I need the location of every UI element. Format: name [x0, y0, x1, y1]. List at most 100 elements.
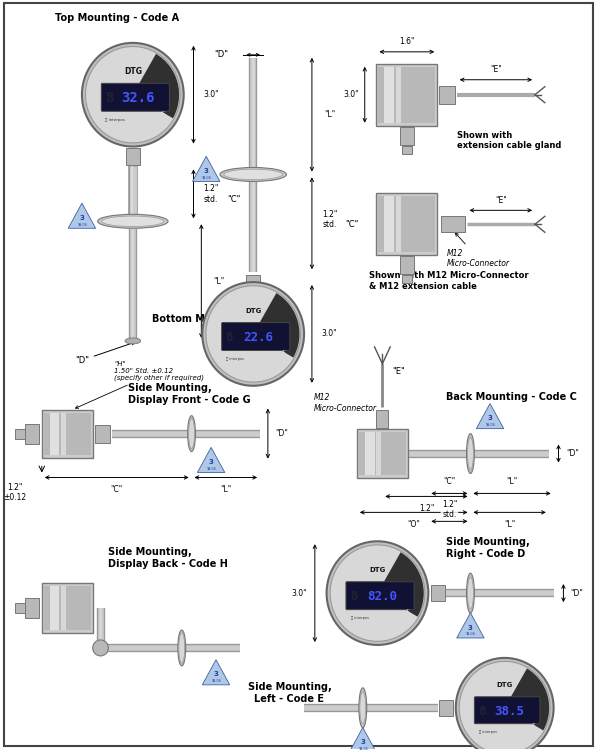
Text: "L": "L" — [506, 477, 517, 486]
Bar — [359, 432, 406, 475]
Text: M12
Micro-Connector: M12 Micro-Connector — [447, 233, 510, 268]
Text: Side Mounting,
Display Front - Code G: Side Mounting, Display Front - Code G — [128, 383, 250, 405]
Text: 3: 3 — [488, 415, 492, 421]
Bar — [246, 275, 260, 293]
Bar — [365, 432, 375, 475]
Bar — [376, 194, 437, 255]
Text: 3.0": 3.0" — [344, 90, 359, 99]
Polygon shape — [476, 403, 503, 429]
Text: °C: °C — [406, 609, 410, 614]
Text: 1.2"
std.: 1.2" std. — [204, 184, 219, 204]
Text: "D": "D" — [566, 449, 579, 458]
Text: 3.0": 3.0" — [291, 589, 307, 598]
Bar — [378, 196, 435, 252]
Text: "C": "C" — [345, 220, 359, 229]
Ellipse shape — [179, 633, 185, 663]
Bar — [15, 603, 25, 613]
Bar — [402, 275, 412, 283]
Circle shape — [82, 43, 184, 146]
Text: 1.2"
±0.12: 1.2" ±0.12 — [3, 483, 26, 502]
Text: Ⓜ interpos: Ⓜ interpos — [478, 730, 497, 734]
Text: 3: 3 — [361, 739, 365, 745]
Text: "L": "L" — [324, 110, 335, 119]
Text: Shown with M12 Micro-Connector
& M12 extension cable: Shown with M12 Micro-Connector & M12 ext… — [368, 271, 528, 291]
Bar — [400, 127, 413, 144]
Polygon shape — [68, 204, 95, 228]
Ellipse shape — [360, 692, 366, 724]
Text: "D": "D" — [75, 342, 135, 365]
Bar — [61, 586, 66, 630]
Text: TA-06: TA-06 — [77, 223, 87, 227]
Bar — [400, 256, 413, 274]
Bar — [15, 429, 25, 439]
Polygon shape — [202, 659, 230, 685]
Polygon shape — [349, 728, 376, 751]
Bar — [42, 410, 92, 457]
Bar — [376, 64, 437, 125]
Text: Back Mounting - Code C: Back Mounting - Code C — [446, 392, 577, 402]
Text: TA-06: TA-06 — [211, 680, 221, 683]
Text: DTG: DTG — [369, 567, 385, 573]
Text: "L": "L" — [213, 276, 224, 285]
Text: Side Mounting,
Right - Code D: Side Mounting, Right - Code D — [446, 538, 530, 559]
Text: "E": "E" — [392, 366, 405, 376]
Text: 38.5: 38.5 — [494, 704, 525, 718]
FancyBboxPatch shape — [222, 323, 290, 351]
Ellipse shape — [466, 573, 474, 613]
Polygon shape — [198, 448, 225, 472]
Ellipse shape — [466, 433, 474, 473]
Ellipse shape — [359, 688, 367, 728]
Text: 8: 8 — [478, 704, 486, 718]
Circle shape — [459, 662, 550, 751]
Text: DTG: DTG — [497, 683, 513, 689]
Bar — [95, 424, 110, 442]
Bar — [25, 424, 39, 444]
Wedge shape — [253, 293, 300, 357]
Text: 3.0": 3.0" — [203, 90, 219, 99]
Text: 1.2": 1.2" — [419, 504, 434, 513]
Text: °C: °C — [161, 111, 166, 115]
Text: 8: 8 — [226, 331, 233, 344]
Text: 3: 3 — [213, 671, 218, 677]
Ellipse shape — [188, 418, 195, 448]
Text: 3.0": 3.0" — [322, 330, 337, 339]
Text: 3: 3 — [80, 215, 85, 221]
Bar — [402, 146, 412, 153]
Text: "L": "L" — [504, 520, 515, 529]
Text: "D": "D" — [215, 50, 229, 59]
Text: Ⓜ interpos: Ⓜ interpos — [351, 616, 368, 620]
Text: 82.0: 82.0 — [368, 590, 398, 603]
Wedge shape — [378, 552, 424, 617]
Bar — [384, 196, 394, 252]
Text: "C": "C" — [443, 477, 455, 486]
Text: "E": "E" — [490, 65, 502, 74]
Bar — [61, 413, 66, 454]
Bar — [44, 413, 91, 454]
Text: 3: 3 — [204, 168, 209, 174]
Text: TA-06: TA-06 — [466, 632, 475, 637]
Bar — [431, 585, 445, 601]
Wedge shape — [133, 54, 179, 119]
Bar — [439, 700, 453, 716]
Circle shape — [86, 47, 180, 143]
Text: TA-06: TA-06 — [485, 423, 495, 427]
Circle shape — [202, 282, 304, 386]
Circle shape — [206, 285, 300, 382]
Text: 1.2"
std.: 1.2" std. — [442, 499, 457, 519]
Text: "C": "C" — [111, 485, 123, 494]
Text: 8: 8 — [105, 92, 114, 105]
Circle shape — [456, 658, 554, 751]
FancyBboxPatch shape — [474, 697, 540, 724]
Circle shape — [326, 541, 429, 645]
Ellipse shape — [188, 415, 195, 451]
Bar — [126, 147, 140, 165]
Bar — [50, 586, 60, 630]
Bar — [44, 586, 91, 630]
Text: Bottom Mounting - Code B: Bottom Mounting - Code B — [151, 314, 296, 324]
Text: DTG: DTG — [245, 308, 261, 314]
Text: "D": "D" — [571, 589, 584, 598]
Ellipse shape — [92, 640, 108, 656]
Text: Side Mounting,
Left - Code E: Side Mounting, Left - Code E — [247, 682, 331, 704]
Bar — [396, 196, 401, 252]
Text: "E": "E" — [495, 196, 506, 205]
